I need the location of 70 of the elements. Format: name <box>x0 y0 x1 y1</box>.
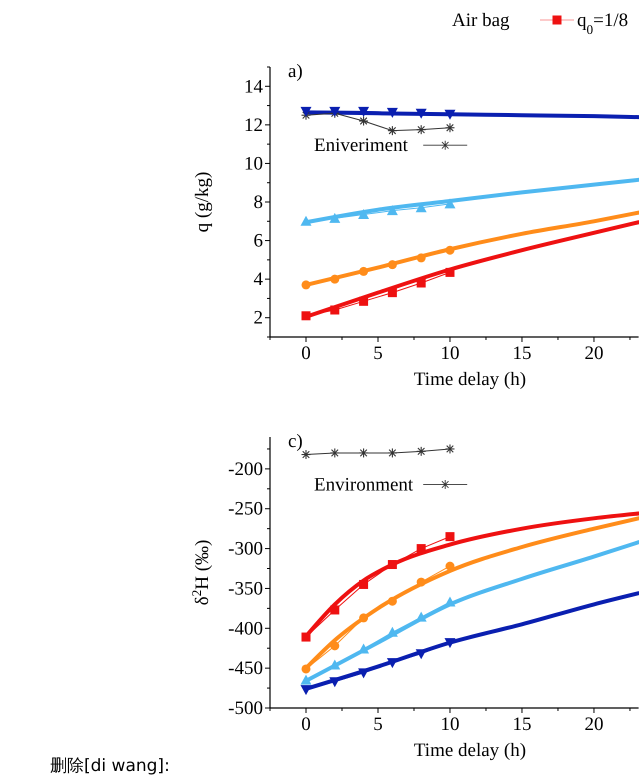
text: 删除[di wang]: <box>50 756 170 776</box>
point <box>358 106 370 117</box>
point <box>388 260 397 270</box>
legend-label: Environment <box>314 474 414 496</box>
x-tick-label: 10 <box>440 714 460 735</box>
point <box>359 580 368 589</box>
point <box>386 108 398 118</box>
point <box>301 311 310 320</box>
x-axis-title: Time delay (h) <box>414 369 526 390</box>
point <box>416 612 427 622</box>
point <box>416 253 426 262</box>
point <box>386 658 398 668</box>
y-tick-label: 8 <box>254 192 263 213</box>
point <box>388 596 397 606</box>
x-tick-label: 20 <box>584 714 604 735</box>
point <box>330 605 340 614</box>
point <box>445 268 454 277</box>
series-label: Eniveriment <box>314 135 409 156</box>
point <box>359 613 368 622</box>
point <box>388 560 397 570</box>
point <box>358 644 370 654</box>
y-tick-label: -350 <box>228 578 263 600</box>
y-tick-label: 4 <box>254 269 264 290</box>
x-axis-title: Time delay (h) <box>414 740 526 761</box>
x-tick-label: 5 <box>373 714 383 735</box>
y-tick-label: -450 <box>228 658 263 680</box>
x-tick-label: 15 <box>512 343 532 364</box>
point <box>330 274 340 284</box>
y-tick-label: 12 <box>244 114 263 136</box>
y-tick-label: -500 <box>228 698 263 719</box>
point <box>329 212 340 223</box>
y-tick-label: 2 <box>254 308 263 329</box>
y-tick-label: 10 <box>244 153 263 174</box>
point <box>416 278 426 288</box>
point <box>386 626 398 637</box>
point <box>359 296 368 306</box>
point <box>445 246 454 255</box>
y-tick-label: -200 <box>228 458 263 480</box>
y-axis-title: q (g/kg) <box>192 172 213 232</box>
point <box>301 664 310 674</box>
x-tick-label: 0 <box>301 714 311 735</box>
x-tick-label: 5 <box>373 343 383 364</box>
y-tick-label: 14 <box>244 76 264 98</box>
point <box>416 202 427 212</box>
point <box>359 266 368 276</box>
point <box>445 562 454 571</box>
x-tick-label: 10 <box>440 343 460 364</box>
annotation: a) <box>288 61 303 82</box>
y-tick-label: -300 <box>228 538 263 560</box>
point <box>445 532 454 542</box>
point <box>301 280 310 290</box>
point <box>358 209 370 220</box>
annotation: c) <box>288 431 303 452</box>
point <box>330 641 340 650</box>
y-tick-label: 6 <box>254 230 263 252</box>
point <box>301 632 310 642</box>
point <box>416 578 426 587</box>
y-tick-label: -250 <box>228 498 263 520</box>
x-tick-label: 15 <box>512 714 532 735</box>
x-tick-label: 20 <box>584 343 604 364</box>
point <box>416 108 427 119</box>
legend-title: Air bag <box>452 10 510 31</box>
point <box>386 205 398 216</box>
y-tick-label: -400 <box>228 618 263 640</box>
x-tick-label: 0 <box>301 343 311 364</box>
point <box>330 306 340 314</box>
legend-label: q$_{0}$=1/8 <box>577 10 628 36</box>
point <box>444 198 456 208</box>
point <box>416 544 426 554</box>
point <box>388 288 397 298</box>
